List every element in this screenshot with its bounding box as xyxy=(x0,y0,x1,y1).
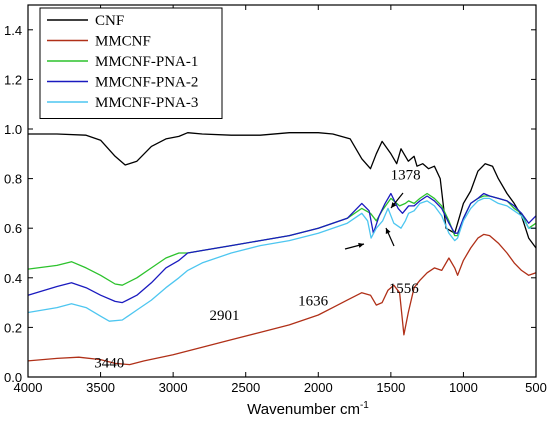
series-line-2 xyxy=(27,233,537,366)
y-tick-label: 1.0 xyxy=(4,122,22,137)
plot-frame xyxy=(27,4,537,378)
legend-label: MMCNF xyxy=(95,34,151,50)
series-line-4 xyxy=(27,192,537,304)
y-tick-label: 0.2 xyxy=(4,320,22,335)
x-tick-label: 3500 xyxy=(86,380,115,395)
legend-box xyxy=(39,7,223,119)
y-tick-label: 0.6 xyxy=(4,221,22,236)
x-tick-label: 500 xyxy=(525,380,547,395)
y-tick-label: 1.2 xyxy=(4,72,22,87)
x-tick-label: 2000 xyxy=(304,380,333,395)
x-tick-label: 1500 xyxy=(376,380,405,395)
legend-label: MMCNF-PNA-2 xyxy=(95,75,198,91)
series-line-5 xyxy=(27,197,536,322)
series-line-3 xyxy=(27,192,537,286)
series-lines xyxy=(27,132,537,366)
annotation-3440: 3440 xyxy=(94,355,124,371)
x-axis-title-superscript: -1 xyxy=(360,400,369,411)
annotation-1556: 1556 xyxy=(389,281,420,297)
y-tick-label: 0.4 xyxy=(4,271,22,286)
x-tick-label: 3000 xyxy=(159,380,188,395)
arrow-1556-head xyxy=(385,228,391,234)
annotations: 3440 2901 1636 1556 1378 xyxy=(94,167,420,371)
legend-label: CNF xyxy=(95,13,124,29)
series-line-1 xyxy=(28,132,537,249)
y-tick-label: 0.8 xyxy=(4,172,22,187)
x-tick-label: 1000 xyxy=(449,380,478,395)
legend-label: MMCNF-PNA-3 xyxy=(95,95,198,111)
legend: CNF MMCNF MMCNF-PNA-1 MMCNF-PNA-2 MMCNF-PNA-… xyxy=(39,7,223,119)
x-tick-label: 4000 xyxy=(14,380,43,395)
annotation-2901: 2901 xyxy=(210,308,240,324)
arrow-1378-head xyxy=(391,202,397,208)
annotation-1636: 1636 xyxy=(298,293,329,309)
y-tick-label: 1.4 xyxy=(4,23,22,38)
axis-ticks: 4000 3500 3000 2500 2000 1500 1000 500 0.0 0.2 0.4… xyxy=(4,5,547,395)
legend-label: MMCNF-PNA-1 xyxy=(95,54,198,70)
y-tick-label: 0.0 xyxy=(4,370,22,385)
annotation-1378: 1378 xyxy=(391,167,421,183)
x-axis-title: Wavenumber cm-1 xyxy=(247,400,369,418)
plot-border xyxy=(27,4,537,378)
x-axis-title-main: Wavenumber cm xyxy=(247,401,360,418)
x-tick-label: 2500 xyxy=(231,380,260,395)
arrow-1636-head xyxy=(358,242,364,248)
